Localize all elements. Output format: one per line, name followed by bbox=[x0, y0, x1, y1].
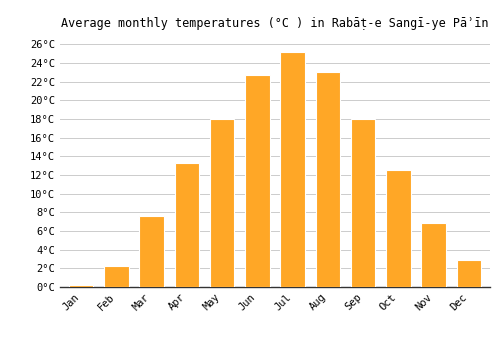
Bar bbox=[140, 216, 164, 287]
Bar bbox=[174, 163, 199, 287]
Bar bbox=[210, 119, 234, 287]
Bar bbox=[316, 72, 340, 287]
Bar bbox=[280, 52, 305, 287]
Bar bbox=[351, 119, 376, 287]
Bar bbox=[386, 170, 410, 287]
Bar bbox=[69, 285, 94, 287]
Title: Average monthly temperatures (°C ) in Rabāṭ-e Sangī-ye Pāʾīn: Average monthly temperatures (°C ) in Ra… bbox=[61, 17, 489, 30]
Bar bbox=[245, 75, 270, 287]
Bar bbox=[456, 260, 481, 287]
Bar bbox=[104, 266, 128, 287]
Bar bbox=[422, 223, 446, 287]
